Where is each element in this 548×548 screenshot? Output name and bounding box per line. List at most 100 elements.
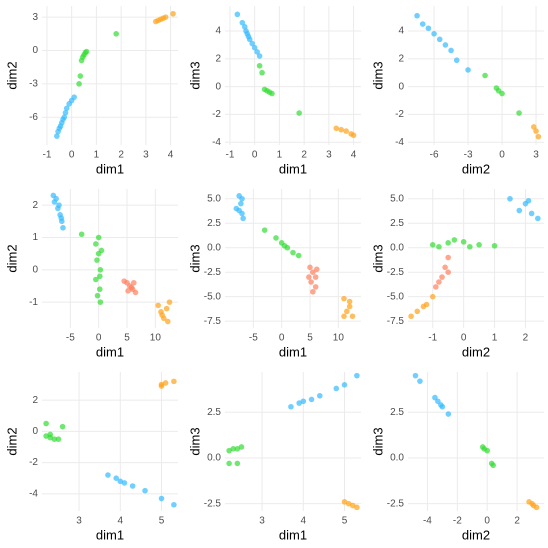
point bbox=[412, 372, 419, 379]
y-tick-label: 0 bbox=[32, 45, 38, 56]
point bbox=[460, 239, 467, 245]
point bbox=[436, 243, 442, 250]
x-axis-title: dim1 bbox=[279, 344, 307, 359]
y-tick-label: -4 bbox=[395, 137, 404, 148]
x-tick-label: 4 bbox=[118, 516, 124, 527]
point bbox=[408, 313, 414, 320]
point bbox=[295, 252, 302, 259]
y-tick-label: 4 bbox=[215, 26, 221, 37]
x-axis-title: dim1 bbox=[96, 344, 124, 359]
x-tick-label: 2 bbox=[523, 333, 529, 344]
point bbox=[162, 380, 169, 386]
point bbox=[165, 318, 171, 325]
point bbox=[97, 267, 104, 273]
x-tick-label: 10 bbox=[150, 333, 162, 344]
point bbox=[162, 14, 169, 20]
point bbox=[132, 289, 139, 296]
x-tick-label: 10 bbox=[333, 333, 345, 344]
y-axis-title: dim2 bbox=[4, 61, 19, 89]
point bbox=[310, 288, 316, 295]
y-tick-label: 3 bbox=[32, 12, 38, 23]
y-tick-label: -2.5 bbox=[387, 498, 405, 509]
point bbox=[467, 243, 473, 250]
point bbox=[420, 303, 427, 310]
y-tick-label: 0 bbox=[398, 81, 404, 92]
point bbox=[261, 227, 268, 233]
point bbox=[333, 385, 340, 392]
x-tick-label: 1 bbox=[492, 333, 498, 344]
x-tick-label: 5 bbox=[307, 333, 313, 344]
point bbox=[533, 504, 540, 511]
point bbox=[314, 266, 320, 273]
x-tick-label: -6 bbox=[430, 150, 439, 161]
point bbox=[442, 42, 449, 48]
point bbox=[341, 382, 348, 388]
y-tick-label: 2.5 bbox=[390, 218, 404, 229]
point bbox=[436, 36, 443, 43]
point bbox=[312, 274, 319, 280]
point bbox=[341, 313, 347, 320]
point bbox=[239, 210, 245, 217]
point bbox=[433, 284, 439, 290]
y-tick-label: 2 bbox=[215, 53, 221, 64]
point bbox=[105, 472, 111, 478]
y-tick-label: -6 bbox=[29, 112, 38, 123]
x-axis-title: dim1 bbox=[96, 161, 124, 176]
point bbox=[414, 12, 420, 19]
x-tick-label: -1 bbox=[428, 333, 437, 344]
y-axis-title: dim3 bbox=[370, 244, 385, 272]
point bbox=[251, 44, 258, 51]
point bbox=[310, 269, 316, 276]
point bbox=[419, 21, 426, 27]
point bbox=[442, 264, 448, 271]
x-tick-label: 1 bbox=[94, 150, 100, 161]
x-tick-label: 3 bbox=[259, 516, 265, 527]
point bbox=[465, 67, 471, 73]
y-axis-title: dim3 bbox=[370, 427, 385, 455]
point bbox=[316, 392, 323, 399]
y-tick-label: -4 bbox=[29, 488, 38, 499]
y-tick-label: 0 bbox=[215, 81, 221, 92]
point bbox=[239, 19, 246, 26]
point bbox=[445, 240, 451, 246]
point bbox=[142, 487, 148, 494]
x-tick-label: 2 bbox=[514, 516, 520, 527]
x-axis-title: dim2 bbox=[462, 344, 490, 359]
y-tick-label: -7.5 bbox=[387, 316, 405, 327]
point bbox=[308, 396, 315, 403]
point bbox=[269, 90, 275, 97]
y-tick-label: 2.5 bbox=[207, 218, 221, 229]
point bbox=[131, 279, 137, 286]
point bbox=[93, 276, 99, 283]
point bbox=[158, 495, 165, 502]
point bbox=[439, 274, 445, 280]
point bbox=[234, 460, 241, 467]
point bbox=[445, 269, 451, 276]
point bbox=[163, 305, 170, 312]
point bbox=[94, 257, 100, 263]
point bbox=[507, 195, 513, 202]
point bbox=[249, 40, 255, 47]
y-axis-title: dim3 bbox=[187, 244, 202, 272]
point bbox=[333, 125, 340, 132]
point bbox=[113, 31, 119, 37]
point bbox=[308, 279, 314, 285]
point bbox=[338, 126, 345, 133]
point bbox=[226, 460, 232, 467]
point bbox=[246, 36, 253, 43]
y-tick-label: 5.0 bbox=[207, 193, 221, 204]
point bbox=[239, 195, 245, 202]
x-axis-title: dim1 bbox=[279, 527, 307, 542]
point bbox=[238, 444, 245, 450]
x-tick-label: 0 bbox=[69, 150, 75, 161]
y-axis-title: dim3 bbox=[370, 61, 385, 89]
point bbox=[417, 378, 423, 384]
point bbox=[54, 133, 60, 139]
point bbox=[525, 197, 532, 204]
point bbox=[60, 224, 66, 231]
y-tick-label: -2 bbox=[212, 109, 221, 120]
x-tick-label: 3 bbox=[533, 150, 539, 161]
y-tick-label: -7.5 bbox=[204, 316, 222, 327]
x-axis-title: dim2 bbox=[462, 161, 490, 176]
